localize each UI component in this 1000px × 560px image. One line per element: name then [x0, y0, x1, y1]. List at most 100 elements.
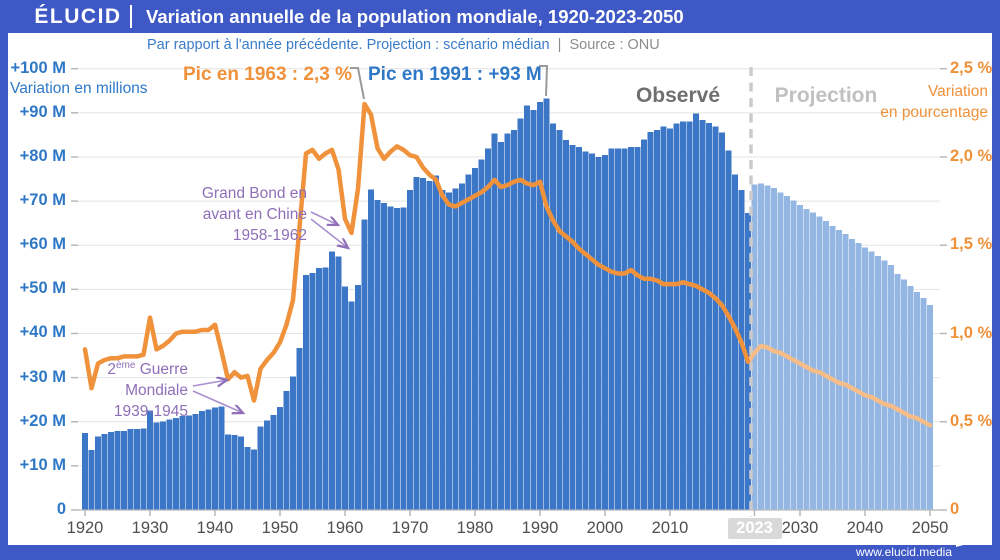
bar-1943 [231, 434, 238, 510]
bar-2038 [849, 239, 855, 510]
bar-1938 [199, 411, 205, 510]
bar-1940 [212, 407, 218, 510]
axis-ticks [71, 67, 947, 516]
bar-1959 [335, 256, 342, 510]
annotation-pointers [192, 65, 549, 413]
x-axis-label-2050: 2050 [911, 519, 949, 537]
bar-2046 [901, 279, 907, 510]
bar-2035 [829, 225, 836, 510]
bar-1978 [459, 183, 465, 510]
bar-2042 [875, 255, 881, 510]
bar-1946 [251, 449, 257, 510]
bar-1973 [426, 181, 433, 510]
bar-1974 [433, 175, 439, 510]
right-axis-label-1: 1,0 % [950, 323, 993, 342]
left-axis-label-20: +20 M [19, 411, 66, 430]
bar-1997 [582, 151, 589, 510]
bar-1982 [485, 148, 491, 510]
bar-2013 [686, 121, 693, 510]
x-axis-label-2000: 2000 [586, 519, 624, 537]
bar-2005 [634, 146, 641, 510]
ww2-annotation-line3: 1939-1945 [113, 403, 188, 421]
bar-1971 [413, 176, 420, 510]
bar-1976 [446, 192, 452, 510]
page-title: Variation annuelle de la population mond… [146, 6, 684, 27]
peak-1991-pointer [539, 65, 549, 97]
bar-1922 [95, 436, 101, 510]
bar-1937 [192, 413, 199, 510]
bar-1961 [348, 301, 355, 510]
bar-2018 [719, 132, 725, 510]
left-border [0, 33, 8, 560]
right-axis-title-line1: Variation [927, 83, 988, 100]
bar-1981 [478, 159, 485, 510]
bar-1951 [283, 390, 290, 510]
x-axis-label-1940: 1940 [196, 519, 234, 537]
right-axis-label-0: 0 [950, 500, 960, 518]
left-axis-label-40: +40 M [19, 323, 66, 342]
bar-1966 [381, 202, 387, 510]
china-arrow-1 [310, 211, 338, 225]
bar-2010 [667, 128, 673, 510]
bar-1950 [277, 407, 283, 510]
bar-2017 [712, 126, 719, 510]
bar-1942 [225, 434, 231, 510]
bar-1957 [322, 267, 329, 510]
x-axis-label-1990: 1990 [521, 519, 559, 537]
bar-2004 [628, 146, 634, 510]
bar-1985 [504, 133, 511, 510]
right-axis-title-line2: en pourcentage [880, 104, 988, 121]
bar-1927 [127, 429, 134, 510]
bar-1963 [361, 219, 368, 510]
bar-2007 [647, 131, 654, 510]
left-axis-label-50: +50 M [19, 279, 66, 298]
peak-1963-pointer [350, 67, 365, 100]
bar-2050 [927, 304, 933, 510]
bar-2030 [797, 205, 803, 510]
subtitle-main: Par rapport à l'année précédente. Projec… [147, 37, 550, 53]
bar-1923 [101, 434, 108, 510]
left-axis-label-10: +10 M [19, 455, 66, 474]
china-arrow-2 [310, 218, 348, 248]
projection-zone-label: Projection [774, 84, 878, 107]
bar-2021 [738, 190, 745, 510]
x-axis-label-2030: 2030 [781, 519, 819, 537]
bar-1930 [147, 410, 153, 510]
bar-1980 [472, 167, 478, 510]
great-leap-forward-annotation: Grand Bond en avant en Chine 1958-1962 [150, 183, 307, 246]
left-axis-label-80: +80 M [19, 146, 66, 165]
bar-1952 [290, 376, 296, 510]
header-bar: ÉLUCID Variation annuelle de la populati… [0, 0, 1000, 33]
ww2-arrow-2 [192, 390, 243, 413]
bar-1954 [303, 274, 309, 510]
bar-1956 [316, 268, 322, 510]
bar-2023 [751, 184, 758, 510]
bar-1935 [179, 416, 186, 510]
bar-1947 [257, 426, 264, 510]
subtitle-source: Source : ONU [569, 37, 660, 53]
bar-1987 [517, 118, 524, 510]
bar-1995 [569, 145, 576, 510]
right-axis-label-2: 2,0 % [950, 147, 993, 165]
x-axis-label-1920: 1920 [66, 519, 104, 537]
bar-2029 [790, 200, 797, 510]
bar-1968 [394, 208, 400, 510]
bar-1989 [530, 110, 537, 510]
observed-zone-label: Observé [635, 84, 721, 107]
bar-1936 [186, 415, 192, 510]
right-axis-label-0.5: 0,5 % [950, 411, 993, 430]
bar-2039 [855, 243, 862, 510]
bar-2001 [608, 148, 615, 510]
bar-1964 [368, 189, 374, 510]
bar-2019 [725, 150, 732, 510]
bar-1945 [244, 446, 251, 510]
subtitle: Par rapport à l'année précédente. Projec… [147, 33, 660, 57]
left-axis-title: Variation en millions [10, 80, 148, 97]
bar-1993 [556, 130, 563, 510]
bar-1921 [88, 449, 95, 510]
bar-1975 [439, 190, 446, 510]
footer-url: www.elucid.media [855, 545, 952, 559]
bar-2015 [699, 119, 706, 510]
bar-2044 [888, 265, 894, 510]
